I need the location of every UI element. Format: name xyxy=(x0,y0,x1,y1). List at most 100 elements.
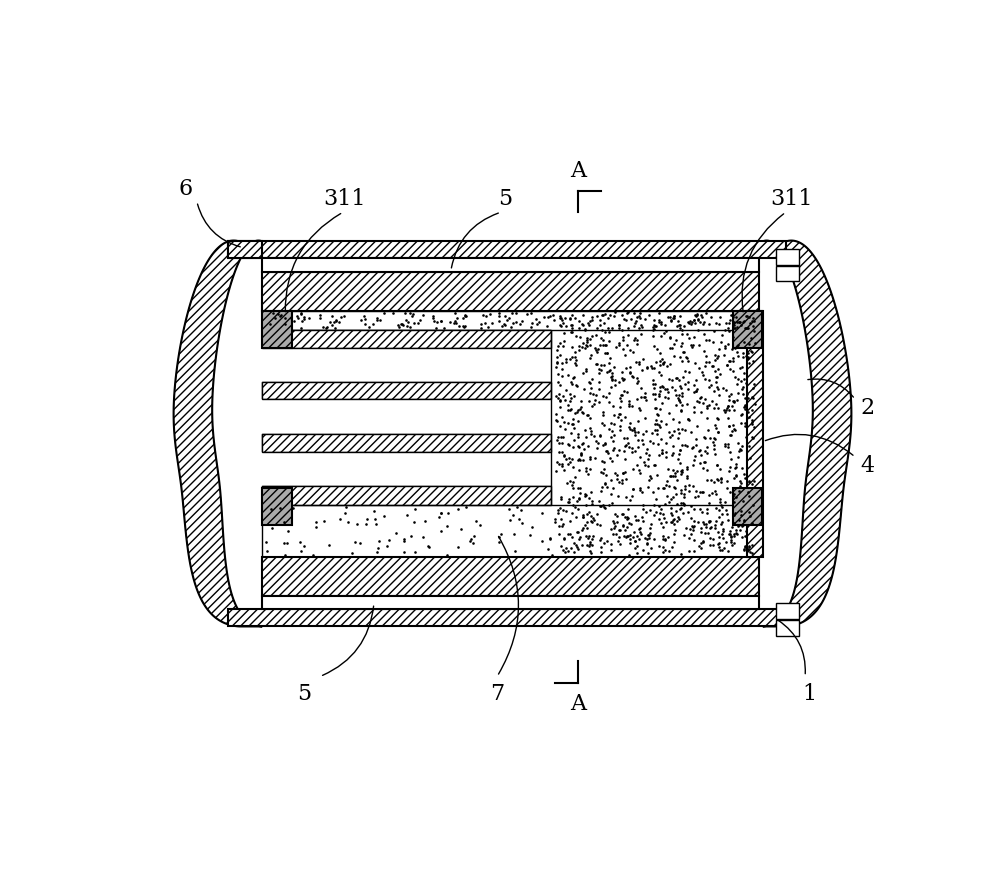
Point xyxy=(651,538,667,553)
Point xyxy=(739,388,755,402)
Point xyxy=(665,439,681,453)
Point xyxy=(670,423,686,437)
Point xyxy=(376,510,392,524)
Point xyxy=(605,400,621,414)
Point xyxy=(593,500,609,514)
Point xyxy=(696,327,712,341)
Point xyxy=(598,468,614,482)
Point xyxy=(611,337,627,351)
Point xyxy=(702,531,718,545)
Point xyxy=(612,401,628,415)
Point xyxy=(582,422,598,436)
Point xyxy=(733,509,749,523)
Point xyxy=(638,446,654,460)
Point xyxy=(593,466,609,480)
Point xyxy=(396,545,412,560)
Point xyxy=(677,365,693,379)
Point xyxy=(654,352,670,366)
Point xyxy=(551,388,567,402)
Point xyxy=(740,352,756,366)
Point xyxy=(549,351,565,365)
Point xyxy=(573,395,589,409)
Point xyxy=(615,467,631,481)
Point xyxy=(729,527,745,541)
Point xyxy=(731,444,747,458)
Point xyxy=(415,309,431,323)
Point xyxy=(568,538,584,553)
Point xyxy=(687,450,703,464)
Point xyxy=(319,320,335,334)
Point xyxy=(719,359,735,373)
Point xyxy=(563,391,579,405)
Point xyxy=(558,541,574,555)
Point xyxy=(356,310,372,324)
Point xyxy=(571,463,587,477)
Point xyxy=(720,337,736,351)
Point xyxy=(665,312,681,326)
Point xyxy=(592,499,608,513)
Point xyxy=(710,538,726,552)
Point xyxy=(704,486,720,500)
Point xyxy=(572,531,588,545)
Point xyxy=(564,325,580,339)
Point xyxy=(727,371,743,385)
Point xyxy=(324,310,340,324)
Point xyxy=(685,480,701,494)
Point xyxy=(665,446,681,460)
Point xyxy=(658,437,674,451)
Point xyxy=(528,313,544,327)
Point xyxy=(270,308,286,322)
Point xyxy=(628,355,644,369)
Point xyxy=(501,312,517,326)
Point xyxy=(558,320,574,334)
Point xyxy=(548,389,564,403)
Point xyxy=(717,324,733,338)
Point xyxy=(582,545,598,559)
Point xyxy=(744,346,760,360)
Point xyxy=(569,525,585,539)
Point xyxy=(706,324,722,339)
Point xyxy=(624,424,640,438)
Point xyxy=(572,453,588,467)
Point xyxy=(668,504,684,518)
Point xyxy=(728,457,744,471)
Point xyxy=(648,413,664,427)
Point xyxy=(554,314,570,328)
Point xyxy=(695,368,711,382)
Point xyxy=(706,475,722,489)
Point xyxy=(577,323,593,337)
Point xyxy=(574,437,590,451)
Point xyxy=(715,381,731,396)
Point xyxy=(569,406,585,420)
Point xyxy=(551,445,567,459)
Point xyxy=(649,417,665,431)
Point xyxy=(737,399,753,413)
Point xyxy=(589,517,605,531)
Point xyxy=(668,333,684,347)
Point xyxy=(683,317,699,332)
Bar xyxy=(776,250,799,265)
Point xyxy=(331,316,347,330)
Point xyxy=(381,534,397,548)
Point xyxy=(626,306,642,320)
Point xyxy=(618,473,634,487)
Point xyxy=(695,396,711,410)
Point xyxy=(548,465,564,479)
Point xyxy=(661,425,677,439)
Point xyxy=(744,538,760,553)
Point xyxy=(737,400,753,414)
Point xyxy=(683,527,699,541)
Bar xyxy=(262,434,551,453)
Point xyxy=(671,319,687,333)
Point xyxy=(562,388,578,402)
Point xyxy=(623,312,639,326)
Point xyxy=(629,376,645,390)
Point xyxy=(740,351,756,365)
Point xyxy=(293,307,309,321)
Point xyxy=(721,317,737,331)
Point xyxy=(550,503,566,517)
Point xyxy=(633,327,649,341)
Point xyxy=(637,412,653,426)
Point xyxy=(564,322,580,336)
Point xyxy=(631,310,647,324)
